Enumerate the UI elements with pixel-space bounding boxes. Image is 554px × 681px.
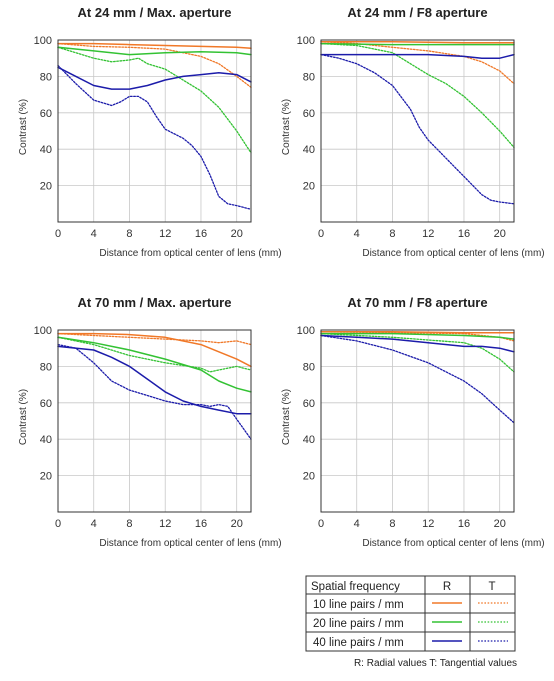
x-tick-label: 4 (354, 228, 360, 240)
y-tick-label: 80 (40, 361, 52, 373)
x-axis-label: Distance from optical center of lens (mm… (99, 248, 281, 259)
x-tick-label: 20 (231, 228, 243, 240)
mtf-chart: At 24 mm / F8 aperture 0 4 8 12 16 20 20 40 60 80 1… (281, 5, 545, 259)
legend-row-label: 20 line pairs / mm (313, 618, 404, 630)
mtf-chart: At 70 mm / F8 aperture 0 4 8 12 16 20 20 40 60 80 1… (281, 295, 545, 549)
x-tick-label: 0 (318, 518, 324, 530)
x-tick-label: 4 (354, 518, 360, 530)
series-40lp-tangential (57, 343, 252, 440)
chart-title: At 70 mm / F8 aperture (347, 295, 487, 310)
plot-frame (320, 39, 515, 223)
series-20lp-tangential (320, 332, 515, 373)
series-20lp-tangential (320, 42, 515, 149)
y-tick-label: 80 (303, 71, 315, 83)
legend-row-label: 40 line pairs / mm (313, 637, 404, 649)
y-axis-label: Contrast (%) (281, 389, 292, 445)
y-tick-label: 80 (40, 71, 52, 83)
series-40lp-radial (57, 345, 252, 415)
series-40lp-tangential (320, 334, 515, 424)
y-tick-label: 80 (303, 361, 315, 373)
y-tick-label: 100 (297, 35, 315, 47)
series-10lp-radial (320, 41, 515, 44)
x-tick-label: 0 (318, 228, 324, 240)
series-20lp-radial (320, 42, 515, 46)
x-tick-label: 20 (494, 518, 506, 530)
x-tick-label: 16 (458, 518, 470, 530)
x-tick-label: 20 (231, 518, 243, 530)
x-axis-label: Distance from optical center of lens (mm… (362, 538, 544, 549)
y-tick-label: 40 (40, 434, 52, 446)
y-tick-label: 40 (40, 144, 52, 156)
series-20lp-tangential (57, 336, 252, 373)
y-tick-label: 20 (40, 181, 52, 193)
y-tick-label: 20 (303, 181, 315, 193)
y-axis-label: Contrast (%) (18, 389, 29, 445)
series-40lp-radial (320, 334, 515, 353)
y-tick-label: 100 (34, 325, 52, 337)
y-tick-label: 20 (303, 471, 315, 483)
series-20lp-radial (320, 332, 515, 340)
series-10lp-radial (57, 332, 252, 368)
series-40lp-radial (57, 66, 252, 90)
x-tick-label: 8 (126, 518, 132, 530)
series-40lp-radial (320, 53, 515, 59)
mtf-chart: At 24 mm / Max. aperture 0 4 8 12 16 20 20 40 60 8… (18, 5, 282, 259)
series-40lp-tangential (320, 53, 515, 205)
legend-note: R: Radial values T: Tangential values (354, 658, 517, 669)
y-tick-label: 100 (297, 325, 315, 337)
x-tick-label: 4 (91, 228, 97, 240)
y-tick-label: 100 (34, 35, 52, 47)
mtf-chart: At 70 mm / Max. aperture 0 4 8 12 16 20 20 40 60 8… (18, 295, 282, 549)
x-axis-label: Distance from optical center of lens (mm… (362, 248, 544, 259)
y-axis-label: Contrast (%) (18, 99, 29, 155)
x-axis-label: Distance from optical center of lens (mm… (99, 538, 281, 549)
legend-col-t: T (488, 581, 495, 593)
series-10lp-radial (57, 42, 252, 49)
legend-table: Spatial frequency R T 10 line pairs / mm… (305, 575, 517, 669)
x-tick-label: 0 (55, 228, 61, 240)
plot-frame (57, 329, 252, 513)
chart-title: At 70 mm / Max. aperture (78, 295, 232, 310)
series-40lp-tangential (57, 64, 252, 210)
chart-title: At 24 mm / F8 aperture (347, 5, 487, 20)
x-tick-label: 8 (389, 518, 395, 530)
x-tick-label: 16 (195, 518, 207, 530)
x-tick-label: 20 (494, 228, 506, 240)
plot-frame (57, 39, 252, 223)
x-tick-label: 12 (422, 228, 434, 240)
y-tick-label: 60 (40, 108, 52, 120)
series-10lp-tangential (57, 332, 252, 346)
y-axis-label: Contrast (%) (281, 99, 292, 155)
y-tick-label: 60 (40, 398, 52, 410)
y-tick-label: 60 (303, 398, 315, 410)
legend-col-r: R (443, 581, 451, 593)
series-20lp-radial (57, 46, 252, 56)
x-tick-label: 4 (91, 518, 97, 530)
x-tick-label: 12 (159, 518, 171, 530)
plot-frame (320, 329, 515, 513)
x-tick-label: 12 (159, 228, 171, 240)
series-20lp-tangential (57, 46, 252, 154)
x-tick-label: 16 (195, 228, 207, 240)
y-tick-label: 20 (40, 471, 52, 483)
x-tick-label: 0 (55, 518, 61, 530)
legend-row-label: 10 line pairs / mm (313, 599, 404, 611)
y-tick-label: 40 (303, 434, 315, 446)
x-tick-label: 8 (126, 228, 132, 240)
x-tick-label: 12 (422, 518, 434, 530)
y-tick-label: 40 (303, 144, 315, 156)
chart-title: At 24 mm / Max. aperture (78, 5, 232, 20)
legend-header: Spatial frequency (311, 581, 400, 593)
series-10lp-tangential (320, 41, 515, 85)
series-20lp-radial (57, 336, 252, 393)
x-tick-label: 8 (389, 228, 395, 240)
x-tick-label: 16 (458, 228, 470, 240)
y-tick-label: 60 (303, 108, 315, 120)
